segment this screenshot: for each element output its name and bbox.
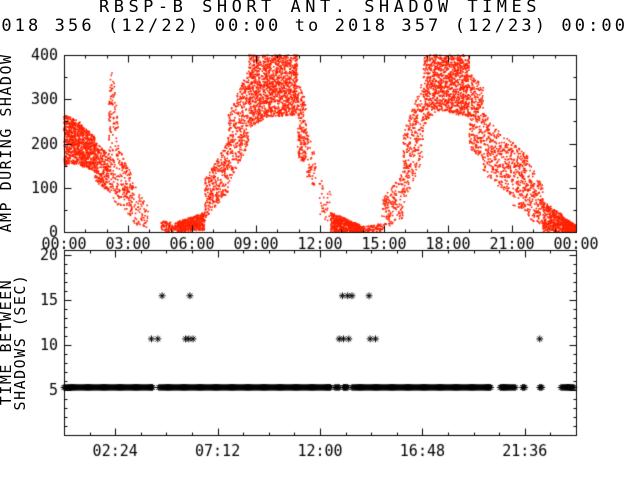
chart-title: RBSP-B SHORT ANT. SHADOW TIMES <box>98 0 542 17</box>
bottom-panel-y-axis-label-line2: SHADOWS (SEC) <box>11 273 29 411</box>
chart-subtitle: 2018 356 (12/22) 00:00 to 2018 357 (12/2… <box>0 16 629 36</box>
